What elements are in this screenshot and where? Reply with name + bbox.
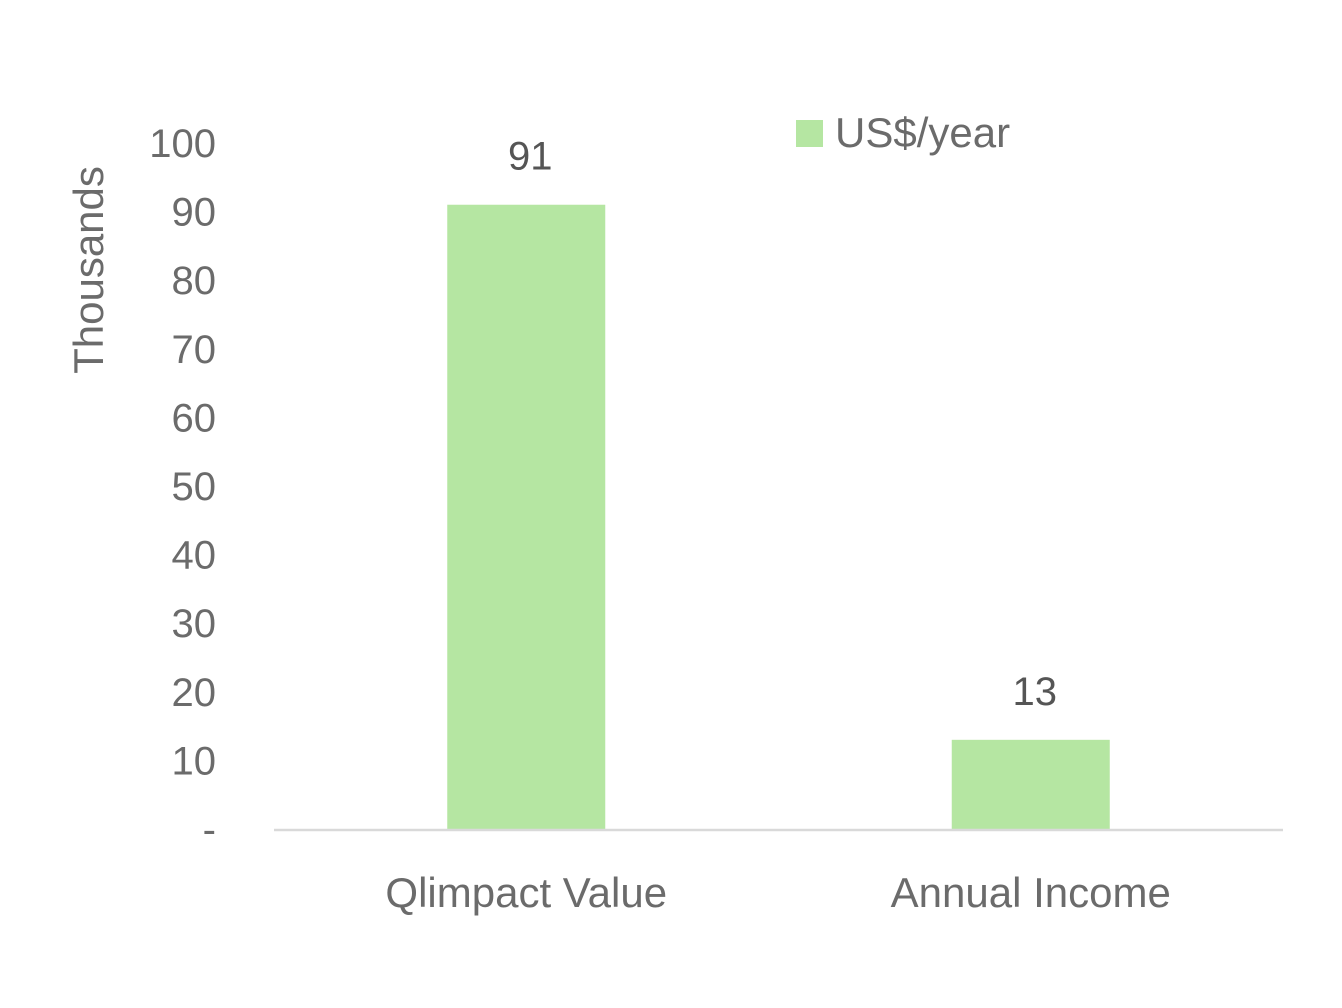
bar bbox=[447, 204, 606, 830]
x-category-label: Qlimpact Value bbox=[385, 869, 667, 916]
legend: US$/year bbox=[796, 109, 1010, 156]
y-axis-ticks: - 10 20 30 40 50 60 70 80 90 100 bbox=[149, 122, 216, 852]
data-label: 91 bbox=[508, 135, 553, 179]
bars-group bbox=[447, 204, 1110, 830]
legend-swatch bbox=[796, 120, 823, 147]
bar bbox=[951, 739, 1110, 829]
category-labels-group: Qlimpact Value Annual Income bbox=[385, 869, 1170, 916]
legend-label: US$/year bbox=[835, 109, 1010, 156]
y-tick-label: 60 bbox=[172, 396, 217, 440]
y-tick-label: 50 bbox=[172, 465, 217, 509]
x-category-label: Annual Income bbox=[891, 869, 1171, 916]
y-tick-label: 10 bbox=[172, 739, 217, 783]
data-label: 13 bbox=[1013, 670, 1058, 714]
data-labels-group: 91 13 bbox=[508, 135, 1057, 714]
y-tick-label: 70 bbox=[172, 328, 217, 372]
y-tick-label: - bbox=[203, 808, 216, 852]
y-tick-label: 80 bbox=[172, 259, 217, 303]
y-tick-label: 90 bbox=[172, 191, 217, 235]
y-tick-label: 30 bbox=[172, 602, 217, 646]
y-tick-label: 20 bbox=[172, 671, 217, 715]
y-tick-label: 40 bbox=[172, 534, 217, 578]
y-tick-label: 100 bbox=[149, 122, 216, 166]
y-axis-title: Thousands bbox=[65, 166, 112, 374]
